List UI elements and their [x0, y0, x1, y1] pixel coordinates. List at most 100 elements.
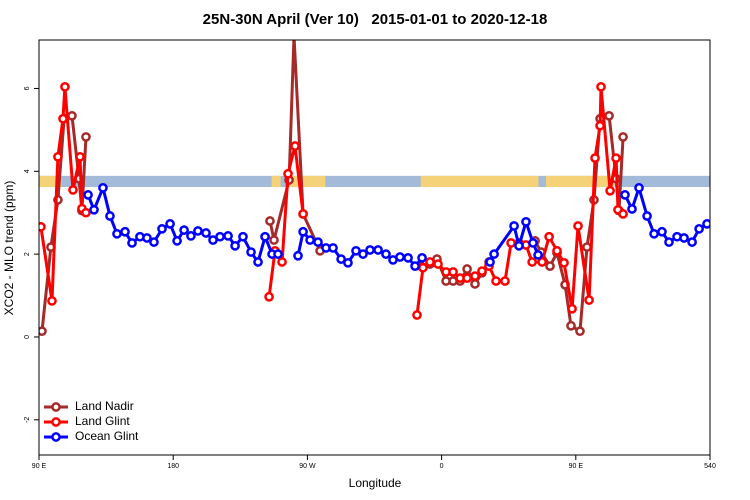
data-point — [584, 295, 594, 305]
data-point — [649, 228, 659, 239]
legend-label: Land Nadir — [75, 399, 134, 413]
y-axis-title: XCO2 - MLO trend (ppm) — [2, 181, 16, 316]
data-point — [305, 235, 315, 245]
land-segment — [420, 175, 539, 188]
data-point — [313, 237, 323, 247]
data-point — [68, 185, 78, 195]
data-point — [238, 231, 248, 242]
x-tick-label: 90 E — [32, 463, 47, 470]
data-point — [618, 132, 628, 142]
data-point — [611, 153, 621, 163]
land-segment — [271, 175, 281, 188]
data-point — [552, 245, 562, 256]
data-point — [627, 204, 637, 214]
data-point — [265, 216, 275, 226]
data-point — [417, 253, 427, 263]
data-point — [489, 249, 499, 259]
x-axis-title: Longitude — [349, 476, 402, 490]
data-point — [702, 219, 710, 229]
data-point — [223, 231, 233, 241]
data-point — [83, 190, 93, 200]
data-point — [596, 81, 606, 92]
data-point — [500, 276, 510, 286]
data-point — [98, 183, 108, 193]
data-point — [521, 216, 531, 227]
legend-marker — [51, 432, 61, 442]
data-point — [470, 279, 480, 289]
data-point — [410, 261, 420, 271]
data-point — [47, 296, 57, 306]
data-point — [39, 221, 46, 232]
data-point — [365, 245, 375, 255]
data-point — [485, 257, 495, 267]
data-point — [566, 320, 576, 331]
legend-marker — [51, 402, 61, 412]
land-segment — [545, 175, 615, 188]
data-point — [567, 303, 577, 314]
data-point — [264, 291, 274, 302]
data-point — [477, 266, 487, 276]
data-point — [605, 185, 615, 196]
data-point — [514, 240, 524, 251]
data-point — [559, 257, 569, 268]
data-point — [127, 238, 137, 248]
legend-marker — [51, 417, 61, 427]
data-point — [590, 153, 600, 163]
x-tick-label: 180 — [167, 463, 179, 470]
x-tick-label: 0 — [440, 463, 444, 470]
data-point — [509, 221, 519, 231]
x-tick-label: 540 — [704, 463, 716, 470]
ocean-band — [39, 175, 710, 188]
data-point — [506, 238, 516, 248]
data-point — [105, 211, 115, 221]
plot-area — [39, 40, 710, 337]
data-point — [664, 237, 674, 247]
data-point — [403, 253, 413, 263]
data-point — [412, 310, 422, 320]
data-point — [634, 183, 644, 193]
x-tick-label: 90 E — [569, 463, 584, 470]
axes: -2 0 2 4 6 90 E 180 90 W 0 90 E 540 — [24, 86, 716, 469]
data-point — [193, 226, 203, 236]
data-point — [260, 231, 270, 242]
data-point — [448, 267, 458, 277]
data-point — [462, 273, 472, 283]
data-point — [687, 237, 697, 247]
data-point — [418, 262, 428, 273]
data-point — [527, 257, 537, 267]
data-point — [679, 233, 689, 243]
data-point — [149, 237, 159, 247]
y-tick-label: -2 — [24, 417, 31, 423]
data-point — [58, 113, 68, 124]
y-tick-label: 2 — [24, 252, 31, 256]
data-point — [298, 226, 308, 237]
data-point — [575, 326, 585, 337]
data-point — [53, 151, 63, 162]
data-point — [81, 132, 91, 142]
y-tick-label: 6 — [24, 86, 31, 90]
data-point — [246, 247, 256, 257]
data-point — [620, 190, 630, 200]
data-point — [544, 231, 554, 242]
data-point — [657, 226, 667, 237]
data-point — [373, 245, 383, 255]
data-point — [179, 225, 189, 235]
data-point — [582, 242, 592, 252]
data-point — [253, 257, 263, 267]
y-tick-label: 0 — [24, 335, 31, 339]
data-point — [358, 249, 368, 259]
data-point — [39, 326, 47, 337]
y-tick-label: 4 — [24, 169, 31, 173]
data-point — [112, 228, 122, 239]
data-point — [201, 228, 211, 238]
data-point — [336, 254, 346, 264]
data-point — [291, 40, 297, 41]
data-point — [290, 141, 300, 151]
data-point — [462, 264, 472, 274]
data-point — [172, 236, 182, 246]
data-point — [573, 221, 583, 231]
data-point — [142, 233, 152, 243]
x-tick-label: 90 W — [299, 463, 316, 470]
